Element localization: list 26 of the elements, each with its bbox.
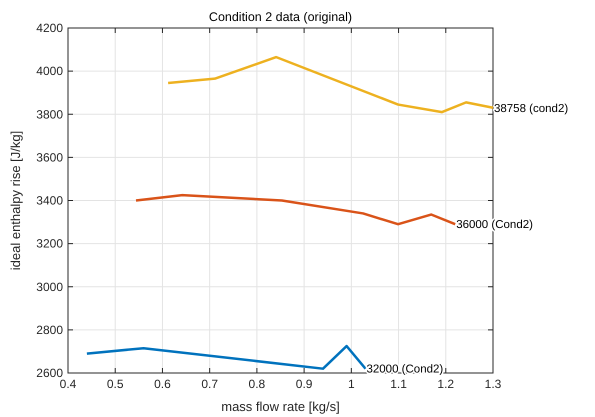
x-axis-title: mass flow rate [kg/s] [221, 399, 340, 414]
y-axis-title: ideal enthalpy rise [J/kg] [8, 130, 23, 270]
x-tick-label: 0.7 [201, 377, 218, 391]
y-tick-label: 2600 [36, 366, 64, 380]
x-tick-label: 1.3 [484, 377, 502, 391]
x-tick-label: 0.9 [296, 377, 313, 391]
line-series [86, 344, 367, 370]
y-tick-label: 4000 [36, 64, 64, 78]
x-tick-label: 1.1 [390, 377, 408, 391]
x-tick-label: 1 [348, 377, 355, 391]
y-tick-label: 3600 [36, 150, 64, 164]
y-tick-label: 2800 [36, 322, 64, 337]
y-tick-label: 3200 [36, 236, 64, 251]
x-tick-label: 0.6 [154, 377, 172, 391]
y-tick-label: 3800 [36, 107, 64, 122]
chart-title: Condition 2 data (original) [208, 10, 352, 24]
y-tick-label: 3400 [36, 194, 64, 208]
line-series [134, 194, 456, 226]
x-tick-label: 1.2 [437, 377, 454, 391]
x-tick-label: 0.5 [106, 377, 124, 391]
x-tick-label: 0.8 [248, 377, 266, 391]
x-tick-label: 0.4 [60, 377, 77, 391]
y-tick-label: 4200 [36, 21, 64, 35]
line-series [166, 56, 494, 114]
series-label: 38758 (cond2) [494, 102, 568, 115]
y-tick-label: 3000 [36, 280, 64, 294]
